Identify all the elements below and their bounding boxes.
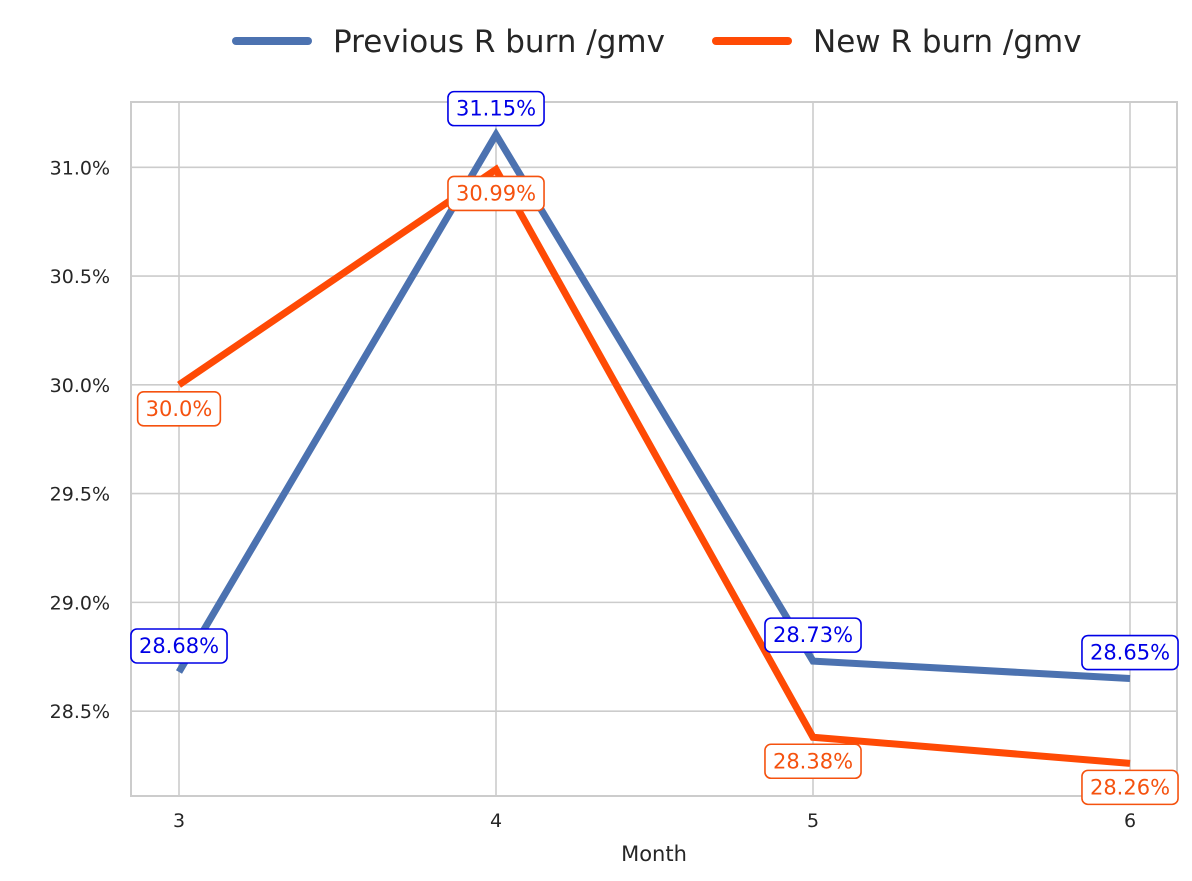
data-label-box bbox=[764, 743, 862, 780]
data-label-text: 30.0% bbox=[146, 397, 213, 421]
series-lines bbox=[175, 127, 1131, 767]
data-label-text: 28.26% bbox=[1090, 775, 1170, 799]
data-label: 28.26% bbox=[1081, 769, 1179, 806]
data-label-text: 28.73% bbox=[773, 623, 853, 647]
data-label: 31.15% bbox=[447, 90, 545, 127]
series-line-new bbox=[177, 164, 1131, 767]
data-label: 28.68% bbox=[130, 628, 228, 664]
series-line-previous bbox=[175, 127, 1131, 683]
y-tick-label: 30.0% bbox=[50, 375, 110, 397]
y-tick-label: 30.5% bbox=[50, 266, 110, 288]
data-label-box bbox=[1081, 769, 1179, 806]
data-label-box bbox=[1081, 634, 1179, 671]
data-label-box bbox=[447, 90, 545, 127]
x-tick-label: 3 bbox=[173, 810, 185, 832]
data-label-text: 31.15% bbox=[456, 97, 536, 121]
legend-item: New R burn /gmv bbox=[712, 24, 1082, 60]
x-tick-label: 5 bbox=[807, 810, 819, 832]
data-label-text: 28.65% bbox=[1090, 641, 1170, 665]
y-tick-label: 29.5% bbox=[50, 484, 110, 506]
data-label-box bbox=[130, 628, 228, 664]
legend-label: Previous R burn /gmv bbox=[333, 24, 665, 60]
data-label-box bbox=[447, 175, 545, 212]
x-axis-ticks: 3 4 5 6 bbox=[173, 810, 1136, 832]
x-tick-label: 6 bbox=[1124, 810, 1136, 832]
data-label: 30.99% bbox=[447, 175, 545, 212]
data-label: 28.73% bbox=[764, 617, 862, 653]
y-tick-label: 31.0% bbox=[50, 157, 110, 179]
legend: Previous R burn /gmv New R burn /gmv bbox=[232, 24, 1082, 60]
legend-label: New R burn /gmv bbox=[813, 24, 1082, 60]
data-label-box bbox=[764, 617, 862, 653]
data-label-text: 30.99% bbox=[456, 181, 536, 205]
x-tick-label: 4 bbox=[490, 810, 502, 832]
data-label-text: 28.38% bbox=[773, 749, 853, 773]
y-tick-label: 29.0% bbox=[50, 592, 110, 614]
legend-item: Previous R burn /gmv bbox=[232, 24, 665, 60]
data-label: 30.0% bbox=[136, 391, 222, 427]
plot-area: 28.68% 31.15% 28.73% 28.65% 30.0% 30.99% 28.38… bbox=[130, 90, 1179, 806]
x-axis-title: Month bbox=[621, 842, 687, 866]
y-axis-ticks: 28.5% 29.0% 29.5% 30.0% 30.5% 31.0% bbox=[50, 157, 110, 723]
y-tick-label: 28.5% bbox=[50, 701, 110, 723]
data-label-text: 28.68% bbox=[139, 634, 219, 658]
grid-lines bbox=[131, 102, 1177, 796]
data-labels: 28.68% 31.15% 28.73% 28.65% 30.0% 30.99% 28.38… bbox=[130, 90, 1179, 806]
data-label: 28.65% bbox=[1081, 634, 1179, 671]
data-label: 28.38% bbox=[764, 743, 862, 780]
data-label-box bbox=[136, 391, 222, 427]
